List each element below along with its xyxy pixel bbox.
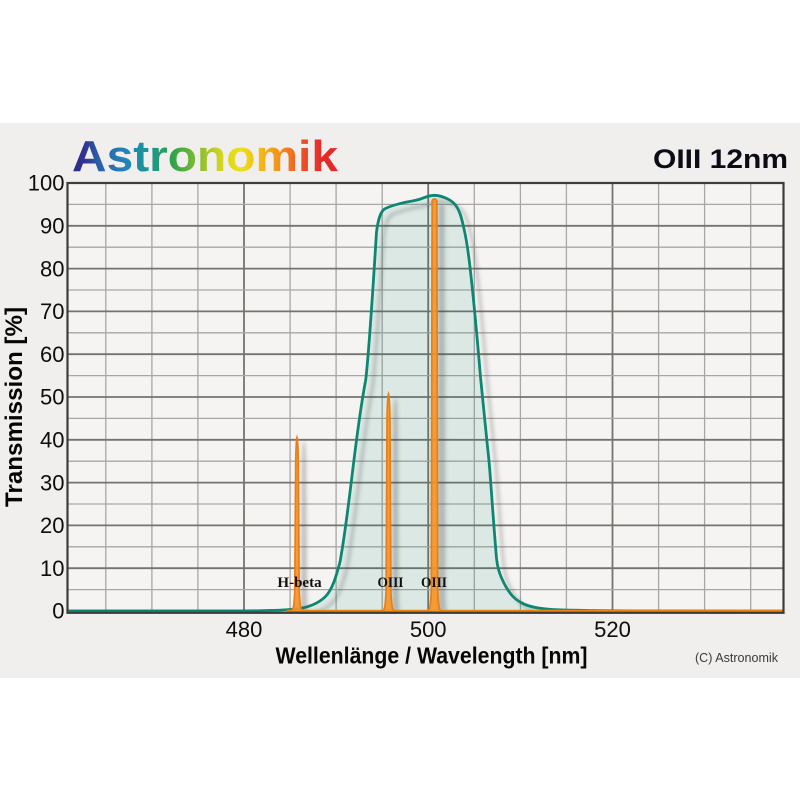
svg-text:20: 20 — [40, 513, 64, 538]
svg-text:Transmission [%]: Transmission [%] — [1, 307, 28, 507]
svg-text:60: 60 — [40, 342, 64, 367]
svg-text:OIII 12nm: OIII 12nm — [653, 144, 788, 174]
svg-text:520: 520 — [594, 617, 631, 642]
svg-text:0: 0 — [52, 599, 64, 624]
svg-text:90: 90 — [40, 214, 64, 239]
svg-text:Astronomik: Astronomik — [72, 132, 339, 181]
svg-text:80: 80 — [40, 256, 64, 281]
svg-text:30: 30 — [40, 470, 64, 495]
svg-text:480: 480 — [226, 617, 263, 642]
svg-text:(C) Astronomik: (C) Astronomik — [695, 650, 778, 665]
svg-text:H-beta: H-beta — [277, 575, 322, 591]
svg-text:OIII: OIII — [378, 575, 404, 591]
svg-text:10: 10 — [40, 556, 64, 581]
svg-text:70: 70 — [40, 299, 64, 324]
svg-text:Wellenlänge / Wavelength [nm]: Wellenlänge / Wavelength [nm] — [276, 643, 588, 669]
svg-text:50: 50 — [40, 385, 64, 410]
svg-text:40: 40 — [40, 428, 64, 453]
svg-text:500: 500 — [410, 617, 447, 642]
svg-text:OIII: OIII — [421, 575, 447, 591]
svg-text:100: 100 — [28, 171, 65, 196]
